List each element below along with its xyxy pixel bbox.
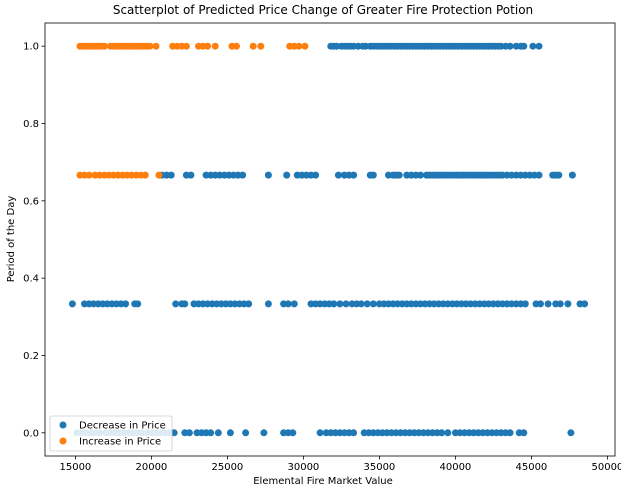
x-tick-label: 25000 xyxy=(211,462,243,473)
data-point xyxy=(295,42,303,50)
y-tick-label: 1.0 xyxy=(23,42,39,53)
y-axis-label: Period of the Day xyxy=(6,196,17,283)
y-tick-label: 0.2 xyxy=(23,351,39,362)
data-point xyxy=(529,42,537,50)
data-point xyxy=(506,429,514,437)
data-point xyxy=(182,42,190,50)
data-point xyxy=(535,171,543,179)
data-point xyxy=(170,429,178,437)
data-point xyxy=(155,171,163,179)
data-point xyxy=(350,429,358,437)
plot-frame xyxy=(44,22,616,457)
data-point xyxy=(245,300,253,308)
data-point xyxy=(564,300,572,308)
data-point xyxy=(100,42,108,50)
x-tick-label: 35000 xyxy=(363,462,395,473)
data-point xyxy=(68,300,76,308)
x-tick-label: 20000 xyxy=(135,462,167,473)
data-point xyxy=(207,429,215,437)
legend-label-increase: Increase in Price xyxy=(79,437,161,448)
data-point xyxy=(521,300,529,308)
data-point xyxy=(172,300,180,308)
data-point xyxy=(369,300,377,308)
data-point xyxy=(350,171,358,179)
data-point xyxy=(233,42,240,50)
data-point xyxy=(122,300,130,308)
ticks-layer: 15000 20000 25000 30000 35000 40000 45000 50000… xyxy=(23,42,621,473)
data-point xyxy=(152,42,160,50)
data-point xyxy=(535,42,543,50)
data-point xyxy=(334,171,342,179)
data-point xyxy=(363,300,371,308)
data-point xyxy=(214,429,222,437)
data-point xyxy=(185,429,193,437)
chart-title: Scatterplot of Predicted Price Change of… xyxy=(113,3,533,17)
data-point xyxy=(264,171,272,179)
data-point xyxy=(301,42,309,50)
data-point xyxy=(357,300,365,308)
data-point xyxy=(257,42,265,50)
data-point xyxy=(555,171,563,179)
data-point xyxy=(416,171,424,179)
data-point xyxy=(438,429,446,437)
data-point xyxy=(242,429,250,437)
data-point xyxy=(226,429,234,437)
data-point xyxy=(290,300,298,308)
data-point xyxy=(330,300,338,308)
data-point xyxy=(581,300,589,308)
data-point xyxy=(568,171,576,179)
data-point xyxy=(211,42,219,50)
series-0 xyxy=(68,42,589,437)
data-point xyxy=(284,300,292,308)
y-tick-label: 0.6 xyxy=(23,196,39,207)
y-tick-label: 0.8 xyxy=(23,119,39,130)
legend: Decrease in Price Increase in Price xyxy=(49,415,173,452)
data-point xyxy=(312,171,320,179)
data-point xyxy=(239,171,247,179)
data-point xyxy=(85,171,93,179)
y-tick-label: 0.0 xyxy=(23,428,39,439)
data-point xyxy=(506,42,514,50)
data-point xyxy=(556,300,564,308)
x-tick-label: 15000 xyxy=(59,462,91,473)
data-point xyxy=(134,300,142,308)
x-tick-label: 40000 xyxy=(439,462,471,473)
data-point xyxy=(264,300,272,308)
series-1 xyxy=(76,42,309,179)
x-tick-label: 50000 xyxy=(591,462,621,473)
points-layer xyxy=(68,42,589,437)
legend-label-decrease: Decrease in Price xyxy=(79,421,166,432)
legend-marker-decrease xyxy=(59,421,67,429)
data-point xyxy=(567,429,575,437)
data-point xyxy=(283,171,291,179)
data-point xyxy=(167,171,175,179)
x-tick-label: 45000 xyxy=(515,462,547,473)
legend-marker-increase xyxy=(59,437,67,445)
x-axis-label: Elemental Fire Market Value xyxy=(253,476,393,487)
data-point xyxy=(289,429,297,437)
data-point xyxy=(249,42,257,50)
data-point xyxy=(520,42,528,50)
x-tick-label: 30000 xyxy=(287,462,319,473)
data-point xyxy=(520,429,528,437)
data-point xyxy=(537,300,544,308)
data-point xyxy=(336,300,344,308)
legend-box xyxy=(49,415,173,452)
data-point xyxy=(146,42,154,50)
data-point xyxy=(444,429,452,437)
data-point xyxy=(395,171,403,179)
data-point xyxy=(204,42,212,50)
data-point xyxy=(544,300,552,308)
data-point xyxy=(316,429,324,437)
data-point xyxy=(181,300,189,308)
data-point xyxy=(369,171,377,179)
data-point xyxy=(342,300,350,308)
data-point xyxy=(260,429,268,437)
data-point xyxy=(141,171,149,179)
y-tick-label: 0.4 xyxy=(23,274,39,285)
data-point xyxy=(187,171,195,179)
